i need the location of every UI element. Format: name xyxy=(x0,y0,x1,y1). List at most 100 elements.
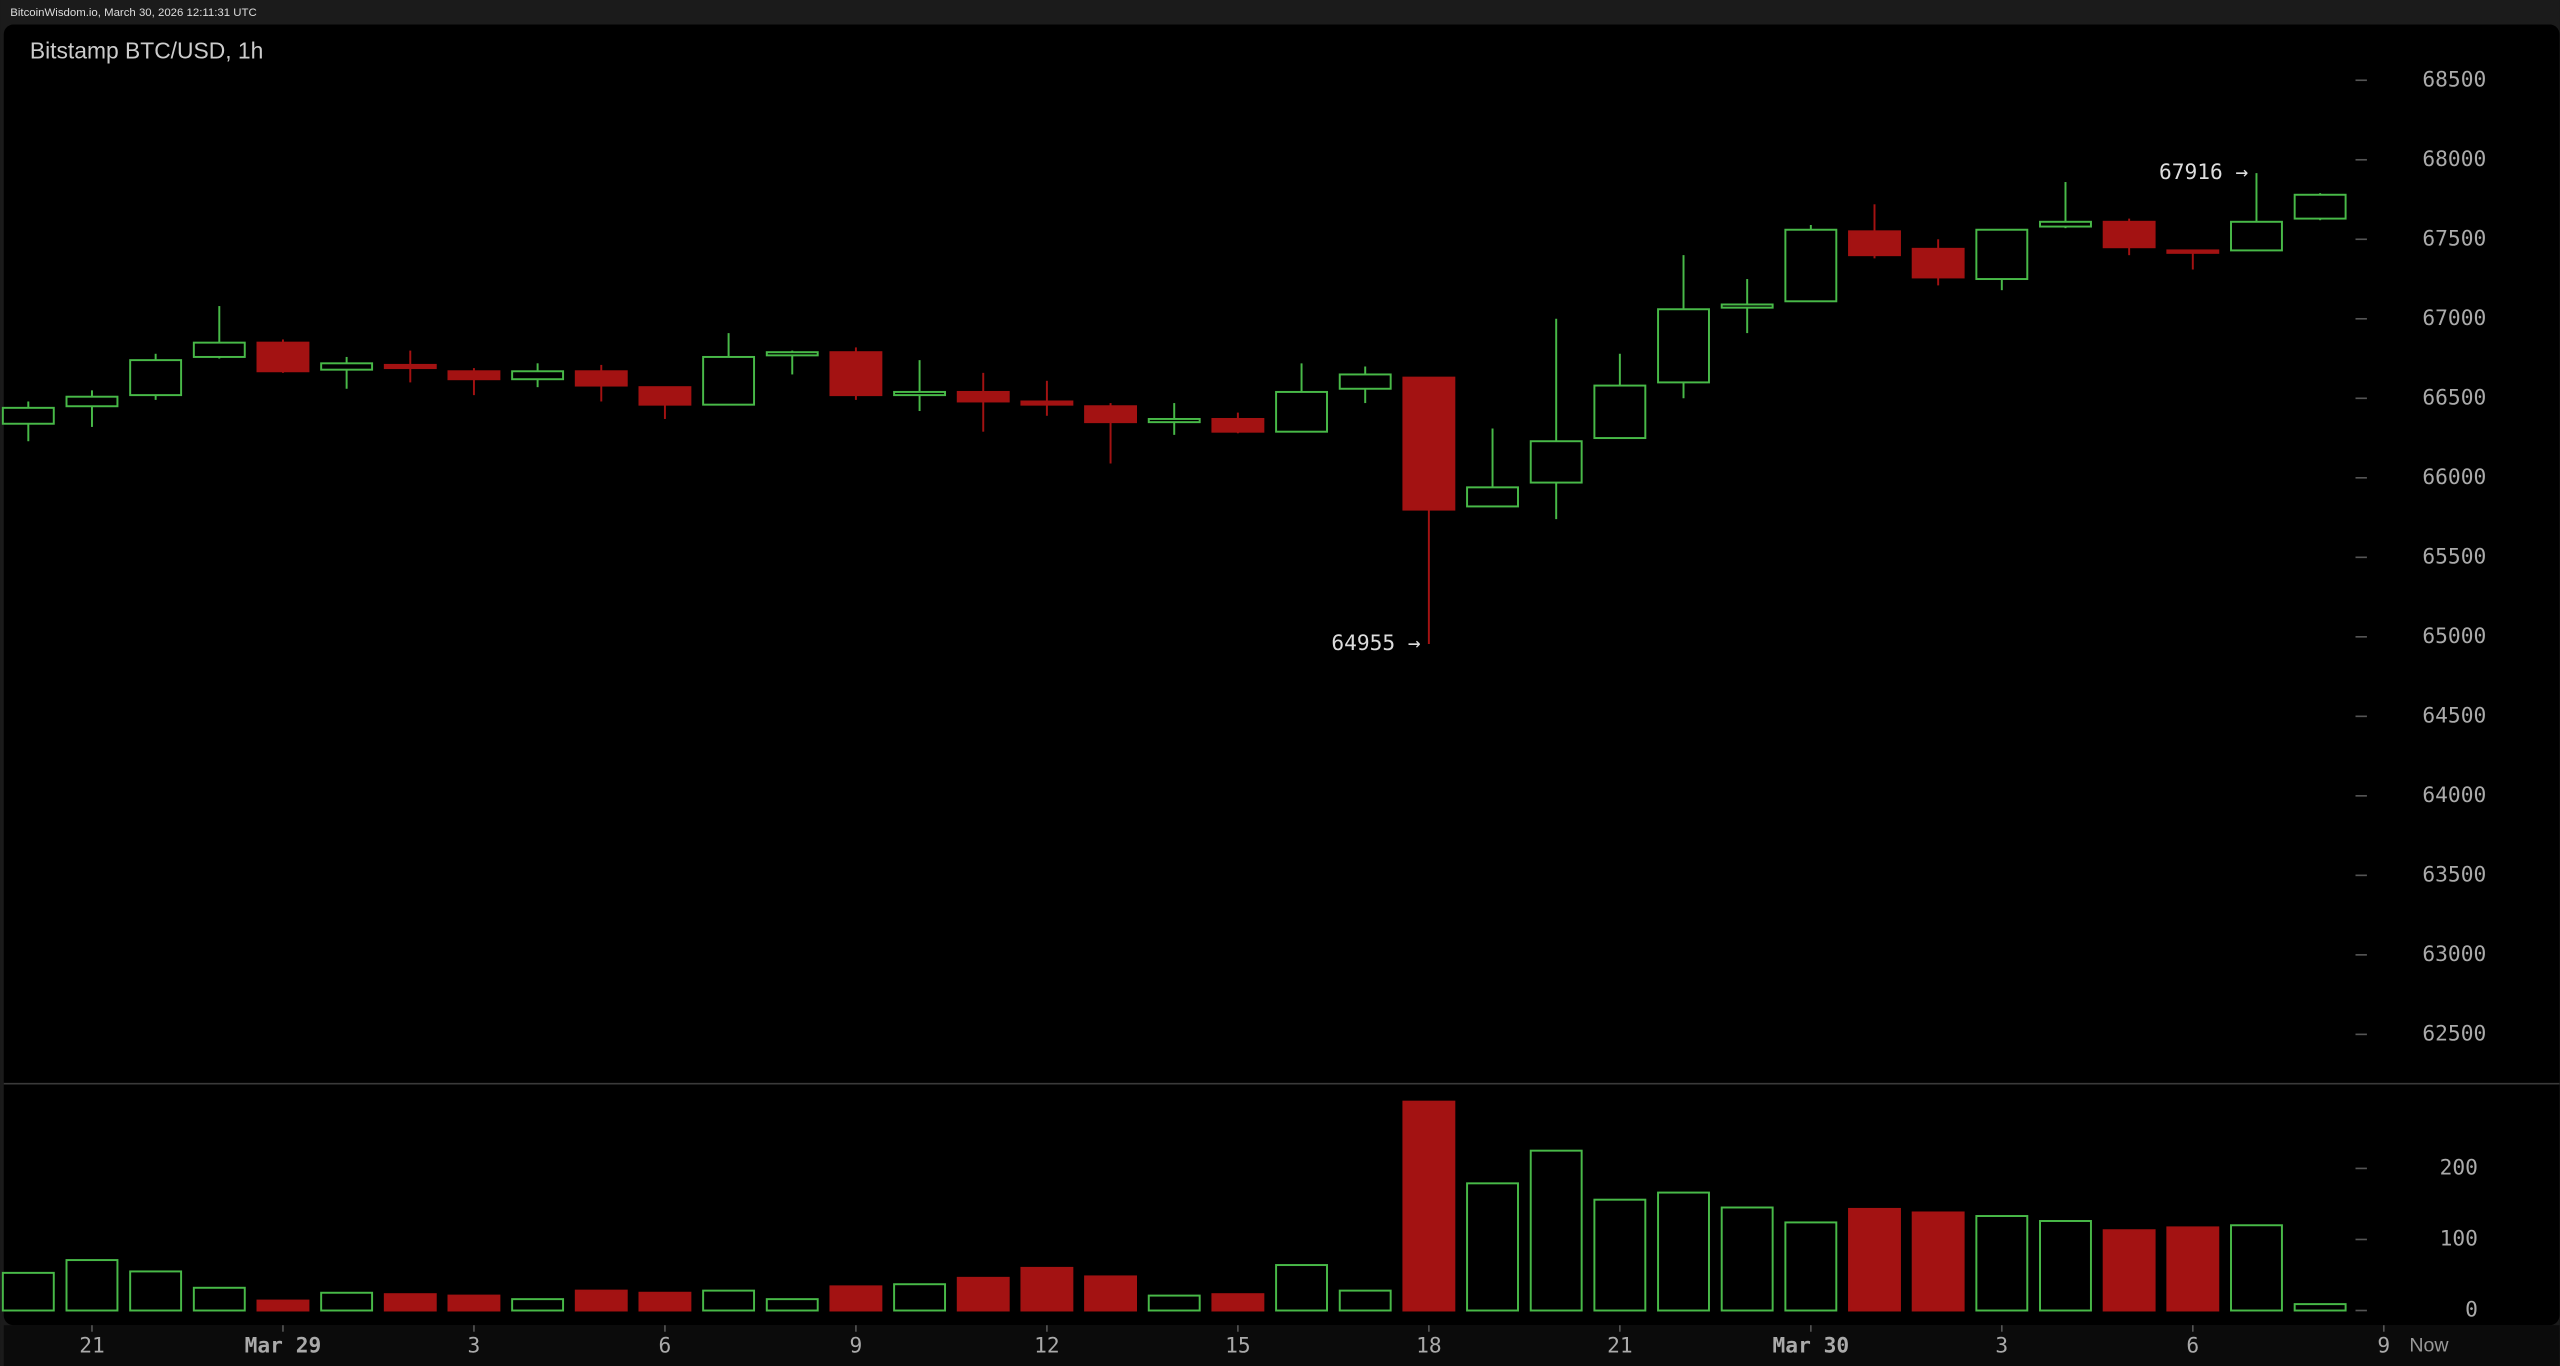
volume-bar xyxy=(2166,1226,2220,1312)
volume-bar xyxy=(1911,1211,1965,1312)
x-tick-label: 9 xyxy=(850,1333,863,1358)
x-tick-label: Mar 30 xyxy=(1773,1333,1850,1358)
volume-bar xyxy=(574,1289,628,1312)
chart-area xyxy=(3,24,2560,1326)
y-tick-label: 63500 xyxy=(2422,862,2486,887)
candle-body xyxy=(1529,440,1583,484)
volume-bar xyxy=(447,1294,501,1312)
volume-bar xyxy=(2230,1224,2283,1312)
candle-body xyxy=(1211,417,1265,433)
volume-bar xyxy=(638,1291,692,1312)
volume-bar xyxy=(511,1298,565,1312)
x-tick-label: 18 xyxy=(1416,1333,1442,1358)
volume-bar xyxy=(1975,1215,2029,1312)
x-tick-label: 15 xyxy=(1225,1333,1251,1358)
y-tick-label: 67500 xyxy=(2422,226,2486,251)
candle-body xyxy=(1593,384,1647,440)
candle-body xyxy=(2293,193,2347,220)
candle-body xyxy=(2166,249,2220,254)
candle-body xyxy=(1275,390,1328,433)
chart-title: Bitstamp BTC/USD, 1h xyxy=(30,37,263,63)
y-tick-label: 67000 xyxy=(2422,306,2486,331)
volume-bar xyxy=(1784,1221,1838,1312)
x-tick-label: Mar 29 xyxy=(245,1333,322,1358)
volume-bar xyxy=(1211,1293,1265,1312)
x-tick-label: 3 xyxy=(1995,1333,2008,1358)
y-tick-label: 63000 xyxy=(2422,942,2486,967)
volume-bar xyxy=(765,1298,819,1312)
candle-body xyxy=(1338,373,1392,390)
x-tick-label: 6 xyxy=(2186,1333,2199,1358)
volume-bar xyxy=(192,1286,246,1312)
y-tick-label: 64500 xyxy=(2422,703,2486,728)
volume-bar xyxy=(2102,1229,2156,1312)
y-tick-label: 68500 xyxy=(2422,67,2486,92)
candle-body xyxy=(65,395,119,408)
volume-bar xyxy=(893,1283,947,1312)
candle-body xyxy=(638,386,692,406)
candle-body xyxy=(1466,486,1519,508)
volume-bar xyxy=(383,1293,437,1312)
candle-body xyxy=(702,355,756,406)
volume-bar xyxy=(956,1276,1010,1312)
volume-bar xyxy=(829,1285,883,1312)
y-tick-label: 62500 xyxy=(2422,1021,2486,1046)
x-tick-label: 9 xyxy=(2377,1333,2390,1358)
candle-body xyxy=(320,362,374,371)
volume-bar xyxy=(702,1289,756,1312)
y-tick-label: 65000 xyxy=(2422,624,2486,649)
volume-bar xyxy=(1084,1275,1138,1312)
candle-body xyxy=(1402,376,1456,511)
candle-body xyxy=(383,363,437,370)
volume-tick-label: 200 xyxy=(2440,1155,2478,1180)
candle-body xyxy=(511,370,565,381)
candle-body xyxy=(192,341,246,358)
volume-bar xyxy=(2039,1220,2092,1312)
volume-bar xyxy=(320,1291,374,1312)
candle-body xyxy=(447,370,501,381)
candle-body xyxy=(765,351,819,357)
candle-body xyxy=(1147,417,1201,424)
x-tick-label: 12 xyxy=(1034,1333,1060,1358)
volume-bar xyxy=(1020,1266,1074,1312)
candle-body xyxy=(893,390,947,397)
y-tick-label: 64000 xyxy=(2422,783,2486,808)
y-tick-label: 65500 xyxy=(2422,544,2486,569)
candle-body xyxy=(1848,230,1901,257)
x-tick-label: 6 xyxy=(659,1333,672,1358)
x-tick-label: 21 xyxy=(1607,1333,1633,1358)
volume-bar xyxy=(2293,1303,2347,1312)
x-axis-strip xyxy=(3,1325,2560,1366)
x-tick-label: 21 xyxy=(79,1333,105,1358)
volume-bar xyxy=(256,1299,310,1312)
volume-bar xyxy=(129,1270,183,1312)
candle-body xyxy=(129,359,183,397)
volume-bar xyxy=(1275,1264,1328,1312)
y-tick-label: 66000 xyxy=(2422,465,2486,490)
candle-body xyxy=(1911,247,1965,279)
header-text: BitcoinWisdom.io, March 30, 2026 12:11:3… xyxy=(10,7,256,19)
candle-body xyxy=(1975,228,2029,281)
candle-body xyxy=(829,351,883,397)
volume-bar xyxy=(1466,1182,1519,1312)
volume-bar xyxy=(1338,1289,1392,1312)
annotation: 67916 → xyxy=(2159,160,2249,185)
volume-bar xyxy=(1529,1149,1583,1312)
candle-body xyxy=(1657,308,1710,384)
x-tick-label: 3 xyxy=(468,1333,481,1358)
y-tick-label: 66500 xyxy=(2422,385,2486,410)
candle-body xyxy=(1020,400,1074,406)
volume-bar xyxy=(1657,1191,1710,1312)
candle-body xyxy=(256,341,310,373)
candle-body xyxy=(574,370,628,387)
volume-bar xyxy=(1,1271,55,1312)
volume-bar xyxy=(1147,1294,1201,1312)
candle-body xyxy=(956,390,1010,403)
candle-body xyxy=(2102,220,2156,249)
volume-bar xyxy=(1720,1206,1774,1312)
candle-body xyxy=(2230,220,2283,252)
candle-body xyxy=(2039,220,2092,228)
candle-body xyxy=(1784,228,1838,303)
